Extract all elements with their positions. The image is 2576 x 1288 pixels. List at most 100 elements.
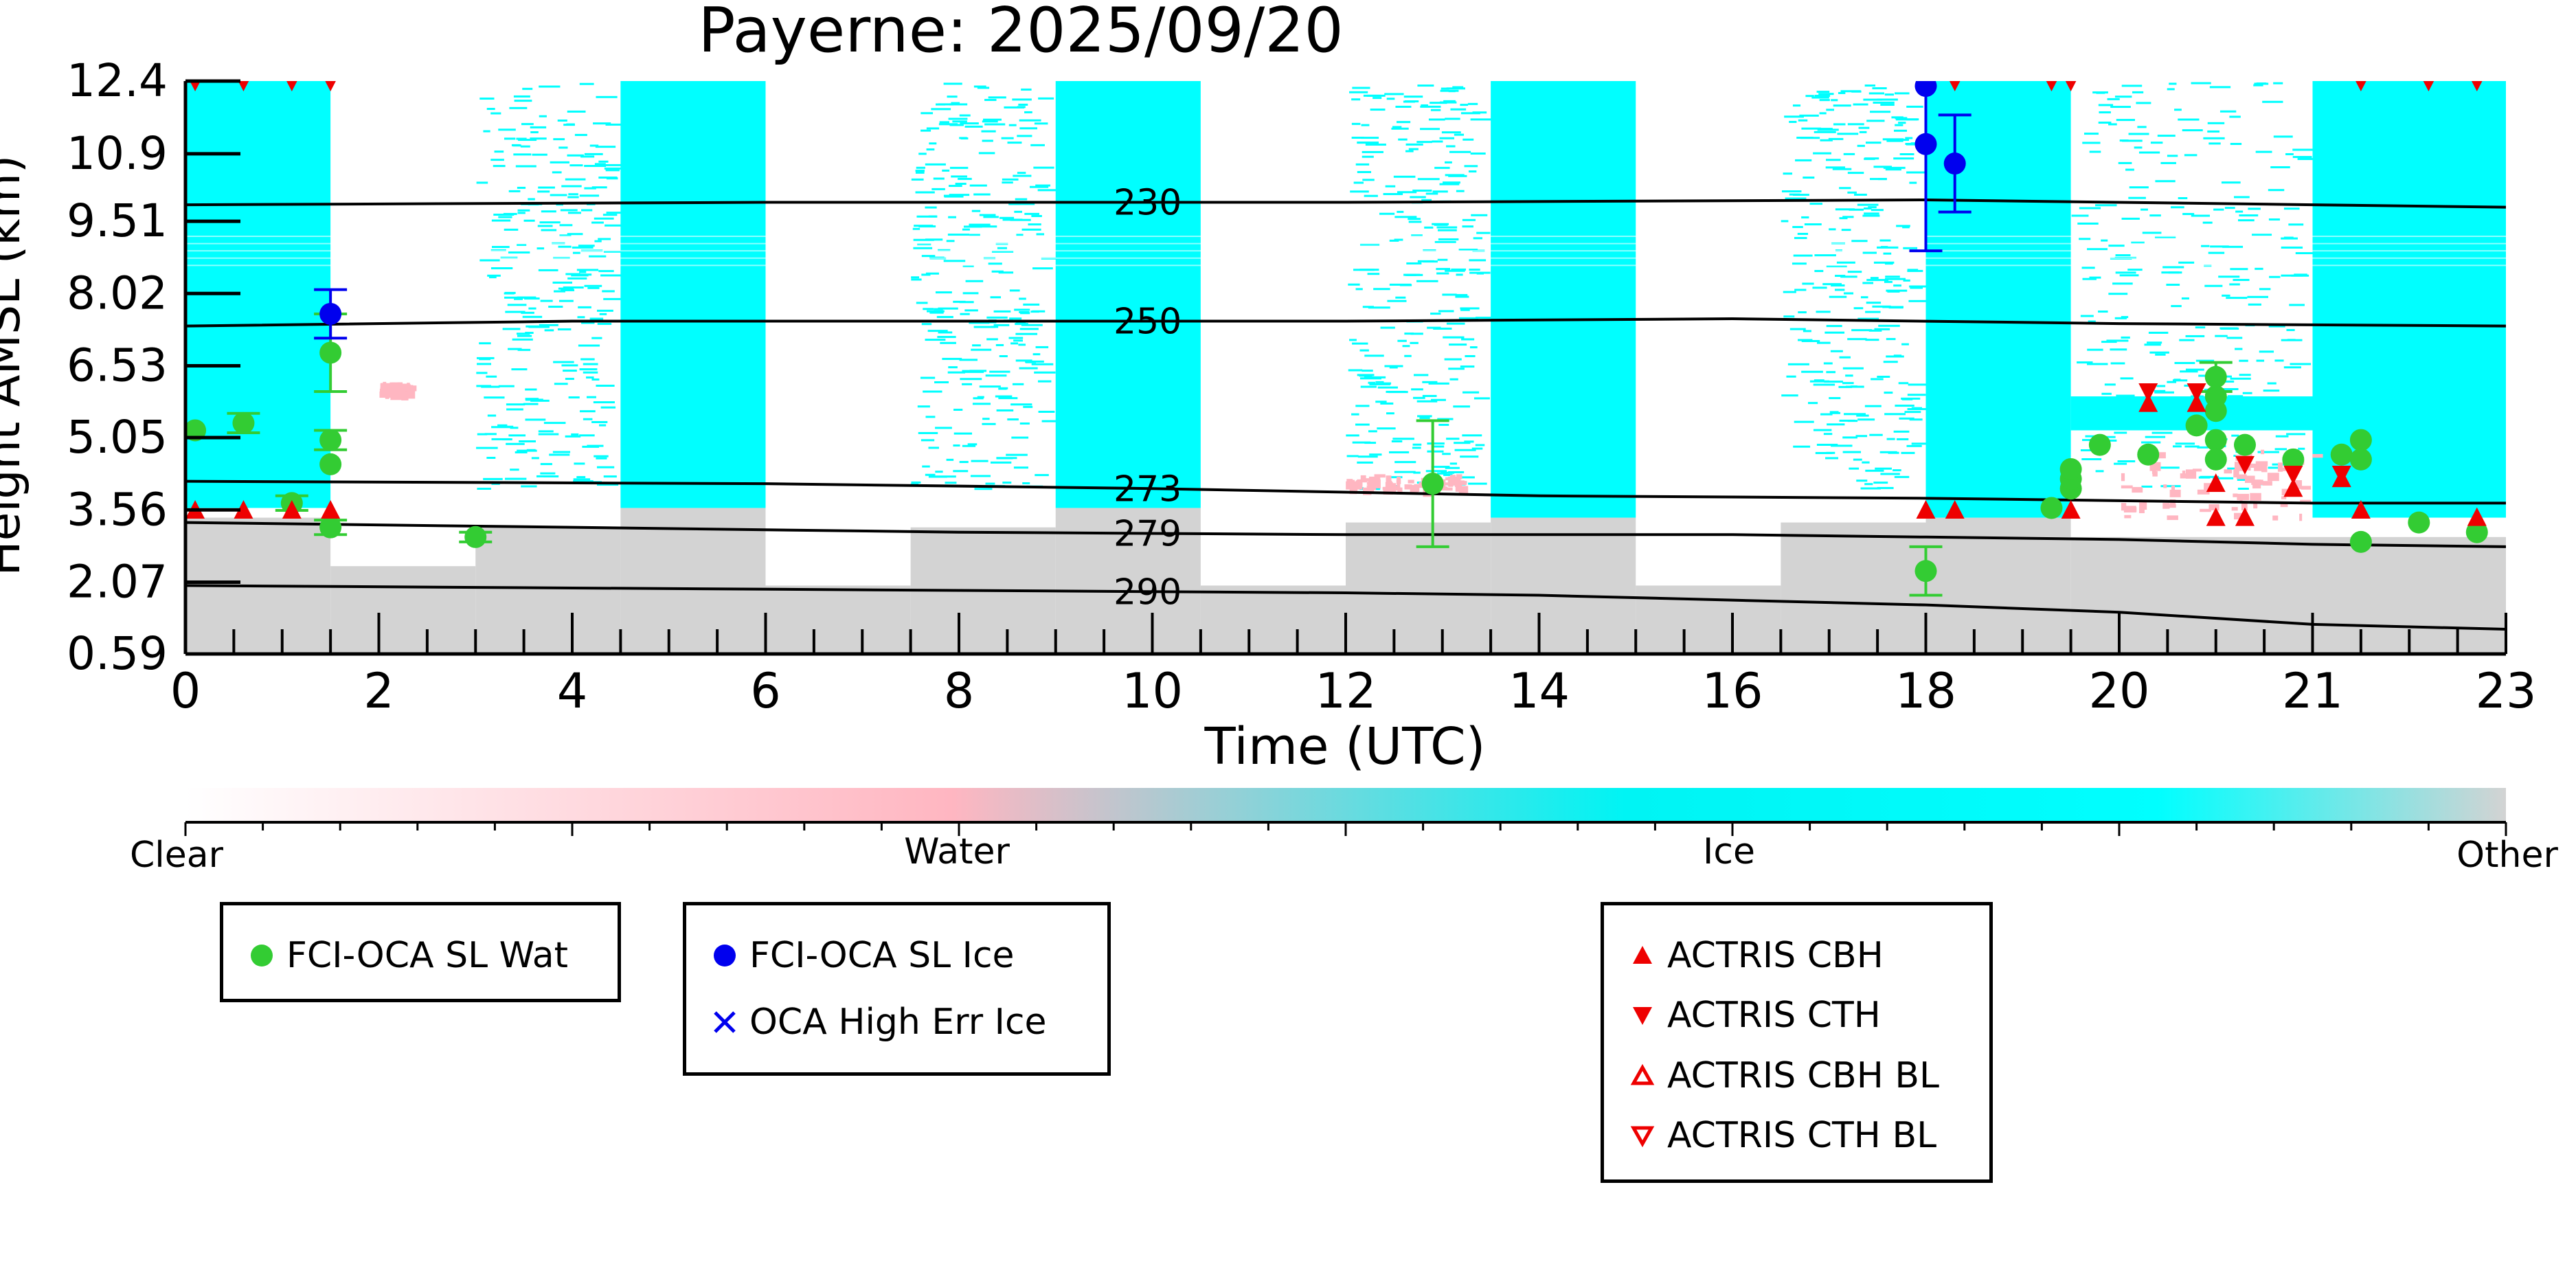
legend-label-actris-cbh: ACTRIS CBH: [1667, 935, 1884, 976]
data-point-cth: [1949, 81, 1961, 91]
ice-speckle-column-0: [476, 82, 625, 490]
other-region-2: [475, 527, 621, 654]
data-point: [2059, 457, 2082, 480]
data-point: [464, 526, 487, 548]
data-point: [319, 341, 342, 364]
x-tick-label: 2: [363, 663, 394, 719]
data-point: [1421, 473, 1444, 495]
contour-250: [185, 317, 2506, 328]
other-region-8: [1346, 522, 1491, 654]
y-tick-label: 3.56: [67, 483, 168, 536]
data-point-cbh: [2467, 507, 2487, 526]
data-point: [319, 516, 342, 539]
data-point-cbh: [282, 499, 302, 519]
data-point-cth: [2331, 466, 2351, 485]
other-region-4: [765, 585, 911, 654]
data-point: [2330, 443, 2353, 466]
ice-column-2: [1055, 81, 1201, 508]
colorbar-label-other: Other: [2456, 835, 2558, 876]
contour-label-273: 273: [1114, 469, 1182, 510]
chart-title: Payerne: 2025/09/20: [698, 0, 1344, 67]
legend-marker-ice-circle: [714, 945, 736, 967]
data-point-cth: [2283, 466, 2303, 485]
x-tick-label: 16: [1702, 663, 1763, 719]
x-tick-label: 23: [2475, 663, 2536, 719]
legend-marker-triangle-down-open-icon: [1630, 1126, 1655, 1148]
ice-column-3: [1491, 81, 1636, 518]
data-point: [185, 419, 207, 442]
data-point-cbh: [234, 499, 253, 519]
x-axis-label: Time (UTC): [1204, 717, 1485, 776]
data-point-cbh: [321, 499, 341, 519]
data-point: [2349, 448, 2372, 471]
data-point-cth: [2235, 455, 2255, 475]
other-region-1: [330, 566, 476, 654]
legend-marker-triangle-up-open-icon: [1630, 1063, 1655, 1085]
y-axis-label: Height AMSL (km): [0, 155, 31, 576]
data-point-cbh: [1916, 499, 1936, 519]
data-point: [1914, 133, 1937, 155]
data-point-cbh: [2235, 507, 2255, 526]
data-point: [2233, 433, 2256, 456]
contour-label-279: 279: [1114, 514, 1182, 555]
contour-290: [185, 584, 2506, 631]
x-tick-label: 18: [1895, 663, 1956, 719]
data-point-cth: [238, 81, 249, 91]
data-point: [2040, 497, 2063, 519]
data-point: [2204, 365, 2227, 388]
data-point: [2204, 400, 2227, 422]
x-tick-label: 12: [1315, 663, 1376, 719]
series-actris-cth: [190, 81, 2483, 485]
ice-speckle-column-3: [1781, 84, 1931, 490]
water-patch-2: [379, 381, 417, 400]
legend-label-fci-oca-sl-wat: FCI-OCA SL Wat: [286, 935, 568, 976]
data-point-cbh: [2138, 393, 2158, 412]
legend-marker-triangle-down-icon: [1633, 1007, 1652, 1025]
contour-279: [185, 521, 2506, 548]
data-point: [2185, 414, 2208, 437]
data-point: [2408, 511, 2430, 534]
data-point-cbh: [2206, 473, 2226, 493]
y-tick-label: 0.59: [67, 627, 168, 680]
other-region-3: [620, 508, 766, 654]
ice-column-1: [620, 81, 766, 508]
data-point: [1943, 152, 1966, 175]
data-point-cbh: [2351, 499, 2371, 519]
x-tick-label: 6: [750, 663, 781, 719]
legend-label-oca-high-err-ice: OCA High Err Ice: [749, 1002, 1047, 1043]
data-point: [2282, 448, 2305, 471]
x-tick-label: 0: [170, 663, 201, 719]
legend-ice: FCI-OCA SL Ice OCA High Err Ice: [683, 902, 1111, 1076]
colorbar-label-ice: Ice: [1703, 831, 1755, 872]
other-region-13: [2070, 536, 2313, 654]
contour-label-250: 250: [1114, 302, 1182, 343]
ice-speckle-column-1: [910, 82, 1061, 490]
y-tick-label: 9.51: [67, 194, 168, 247]
series-fci-oca-sl-wat: [185, 312, 2488, 597]
data-point-cth: [2065, 81, 2077, 91]
other-region-11: [1781, 522, 1926, 654]
y-tick-label: 10.9: [67, 127, 168, 180]
series-fci-oca-sl-ice: [314, 81, 1971, 340]
data-point: [1914, 560, 1937, 583]
contour-230: [185, 199, 2506, 209]
data-point-cbh: [2187, 393, 2206, 412]
x-tick-label: 8: [944, 663, 975, 719]
contour-label-290: 290: [1114, 572, 1182, 613]
x-tick-label: 14: [1509, 663, 1570, 719]
y-tick-label: 6.53: [67, 339, 168, 392]
data-point-cth: [286, 81, 297, 91]
data-point: [2349, 530, 2372, 553]
legend-label-actris-cth: ACTRIS CTH: [1667, 995, 1881, 1036]
colorbar-label-water: Water: [904, 831, 1010, 872]
data-point-cbh: [1945, 499, 1965, 519]
data-point-cth: [2046, 81, 2057, 91]
data-point: [319, 302, 342, 325]
ice-speckle-column-2: [1346, 84, 1494, 490]
data-point-cth: [2187, 383, 2206, 402]
x-tick-label: 21: [2282, 663, 2343, 719]
data-point: [232, 411, 255, 434]
colorbar-label-clear: Clear: [130, 835, 224, 876]
other-region-12: [1925, 517, 2071, 654]
